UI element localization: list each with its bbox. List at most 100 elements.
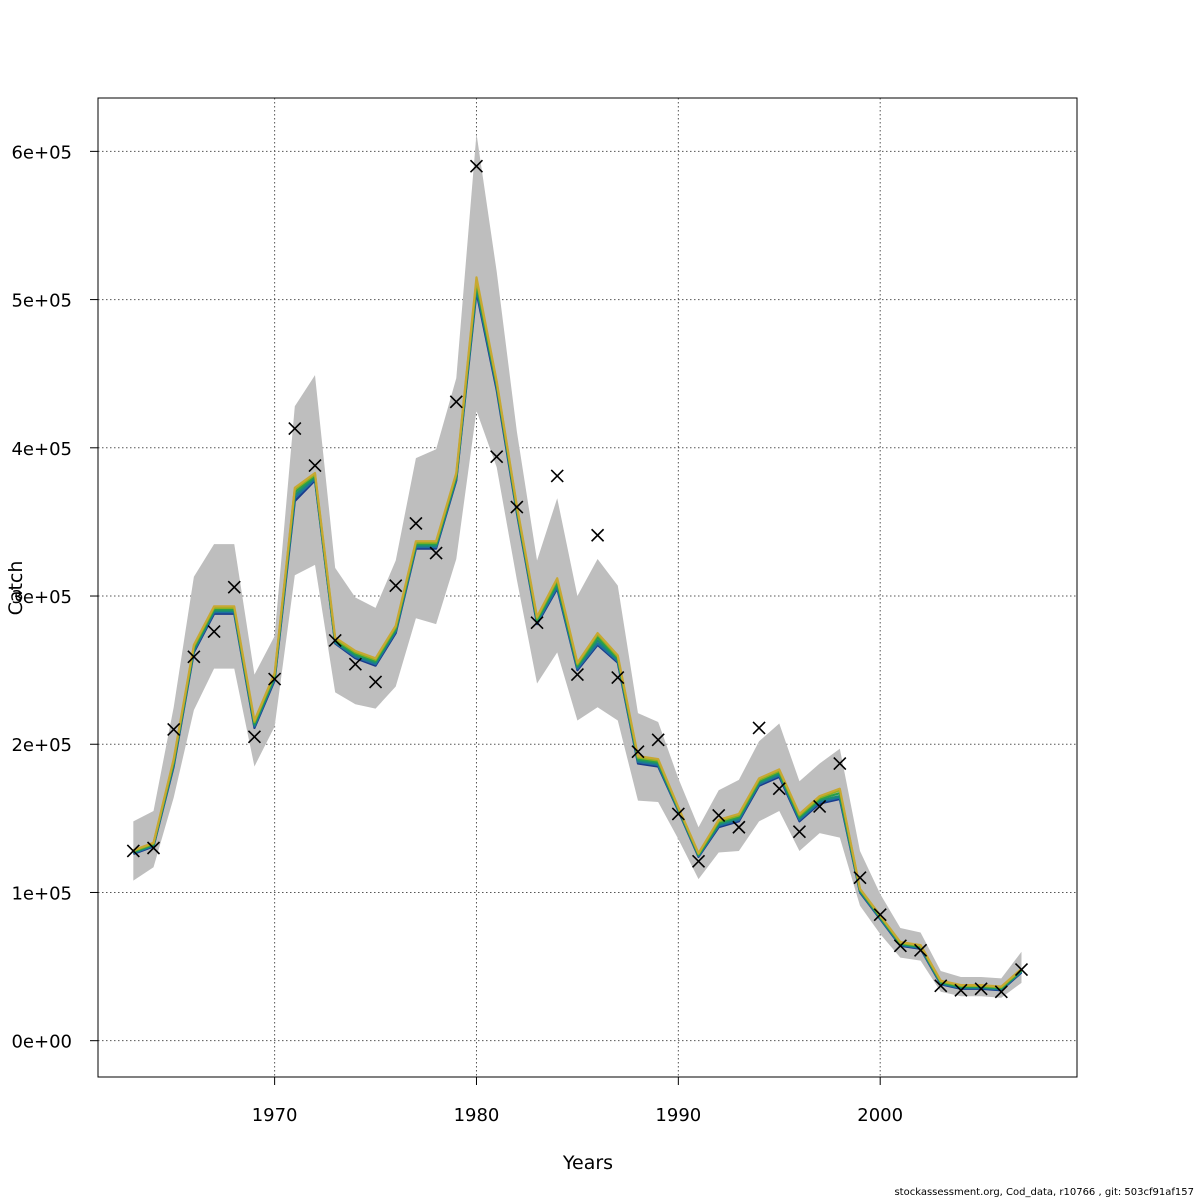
observed-point-stroke (873, 908, 887, 922)
observed-point (570, 668, 584, 682)
footer-credit: stockassessment.org, Cod_data, r10766 , … (894, 1187, 1194, 1198)
observed-point (550, 469, 564, 483)
observed-point (368, 675, 383, 689)
y-tick-label: 4e+05 (11, 439, 72, 460)
observed-point-stroke (429, 546, 443, 560)
observed-point (631, 745, 645, 759)
observed-point-stroke (772, 782, 786, 796)
observed-point (247, 730, 262, 744)
observed-point (207, 625, 221, 639)
plot-frame (97, 97, 1078, 1078)
observed-point (913, 943, 928, 957)
observed-point-stroke (974, 982, 988, 996)
y-tick-label: 5e+05 (11, 291, 72, 312)
observed-point (691, 854, 706, 868)
estimate-lines-layer (132, 276, 1023, 992)
observed-point (490, 450, 504, 464)
x-tick-label: 1990 (655, 1105, 701, 1126)
observed-point-stroke (268, 672, 282, 686)
observed-point-stroke (570, 668, 584, 682)
observed-point (146, 841, 161, 855)
observed-point (954, 983, 968, 997)
observed-point (449, 395, 463, 409)
x-axis: 1970 1980 1990 2000 (252, 1077, 903, 1126)
observed-point (873, 908, 887, 922)
observed-point (934, 979, 948, 993)
observed-point (712, 808, 726, 822)
observed-point (510, 500, 524, 514)
observed-point-stroke (308, 459, 322, 473)
observed-point (268, 672, 282, 686)
observed-point-stroke (389, 579, 403, 593)
observed-point (994, 985, 1008, 999)
observed-point-stroke (893, 939, 907, 953)
observed-point (651, 733, 665, 747)
observed-point (772, 782, 786, 796)
observed-point-stroke (469, 159, 484, 173)
y-tick-label: 2e+05 (11, 735, 72, 756)
observed-point-stroke (691, 854, 706, 868)
observed-point-stroke (288, 421, 302, 436)
observed-point-stroke (510, 500, 524, 514)
observed-point (591, 528, 605, 542)
observed-markers-layer (126, 159, 1029, 999)
y-tick-label: 0e+00 (11, 1032, 72, 1053)
observed-point (792, 825, 807, 839)
x-axis-title: Years (562, 1152, 613, 1174)
confidence-band-layer (133, 133, 1022, 998)
observed-point-stroke (732, 820, 746, 834)
observed-point (126, 844, 140, 858)
observed-point-stroke (813, 799, 827, 814)
observed-point (732, 820, 746, 834)
observed-point-stroke (368, 675, 383, 689)
observed-point (530, 616, 544, 630)
y-tick-label: 3e+05 (11, 587, 72, 608)
x-tick-label: 1970 (252, 1105, 298, 1126)
x-tick-label: 1980 (454, 1105, 500, 1126)
observed-point-stroke (126, 844, 140, 858)
observed-point-stroke (227, 580, 241, 594)
observed-point-stroke (792, 825, 807, 839)
observed-point-stroke (1014, 962, 1029, 977)
observed-point-stroke (752, 721, 766, 735)
observed-point (409, 516, 423, 530)
observed-point-stroke (833, 756, 847, 771)
observed-point (328, 633, 342, 648)
observed-point (893, 939, 907, 953)
observed-point (833, 756, 847, 771)
observed-point-stroke (207, 625, 221, 639)
observed-point (974, 982, 988, 996)
observed-point-stroke (247, 730, 262, 744)
observed-point (389, 579, 403, 593)
observed-point (671, 807, 685, 821)
observed-point (227, 580, 241, 594)
observed-point (469, 159, 484, 173)
observed-point (348, 657, 362, 671)
confidence-band (133, 133, 1022, 998)
observed-point-stroke (994, 985, 1008, 999)
observed-point (752, 721, 766, 735)
observed-point-stroke (591, 528, 605, 542)
y-tick-label: 6e+05 (11, 142, 72, 163)
observed-point-stroke (167, 722, 181, 736)
x-tick-label: 2000 (857, 1105, 903, 1126)
observed-point-stroke (853, 871, 867, 885)
observed-point-stroke (146, 841, 161, 855)
observed-point-stroke (550, 469, 564, 483)
observed-point (429, 546, 443, 560)
observed-point-stroke (954, 983, 968, 997)
y-axis-title: Catch (5, 561, 27, 616)
estimate-line (132, 276, 1023, 988)
observed-point (611, 670, 625, 685)
observed-point-stroke (631, 745, 645, 759)
observed-point-stroke (187, 650, 201, 664)
observed-point (1014, 962, 1029, 977)
observed-point (187, 650, 201, 664)
observed-point-stroke (490, 450, 504, 464)
observed-point (813, 799, 827, 814)
observed-point-stroke (712, 808, 726, 822)
observed-point (308, 459, 322, 473)
observed-point (853, 871, 867, 885)
observed-point-stroke (449, 395, 463, 409)
observed-point-stroke (913, 943, 928, 957)
